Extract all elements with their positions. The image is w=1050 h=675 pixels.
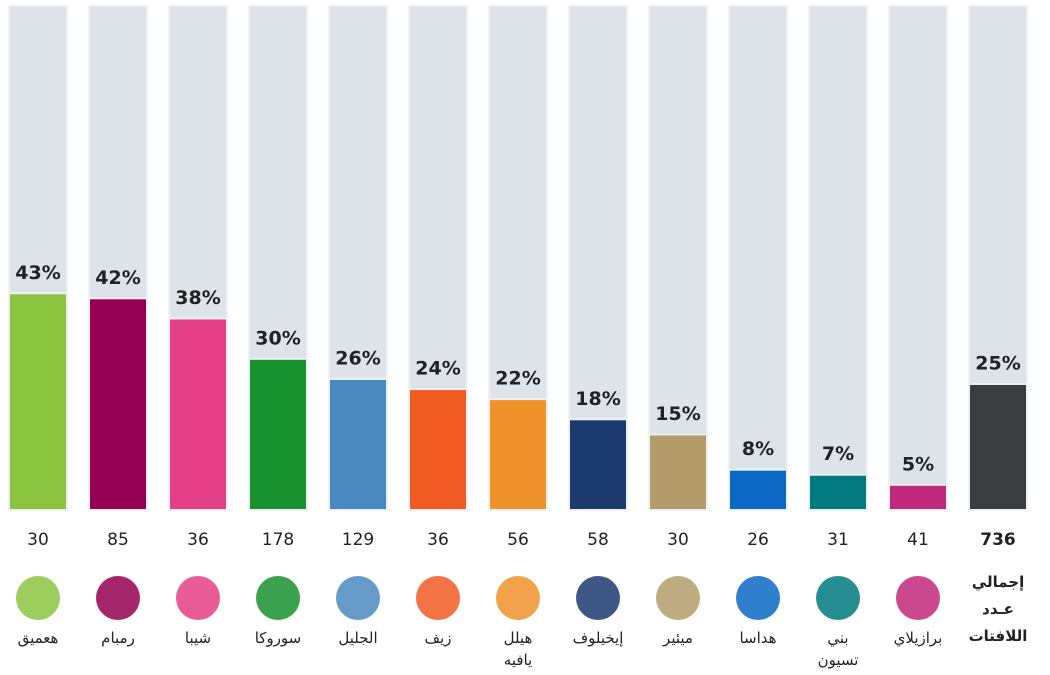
count-label: 85 [107,530,129,550]
count-label: 41 [907,530,929,550]
category-label: رمبام [101,629,135,647]
value-label: 30% [255,327,300,349]
count-label: 30 [667,530,689,550]
category-label: الجليل [338,629,377,647]
count-label: 36 [187,530,209,550]
bar [8,292,68,511]
bar [168,317,228,512]
value-label: 24% [415,358,460,380]
value-label: 38% [175,287,220,309]
category-label: إجمالي عـدد اللافتات [969,573,1028,645]
value-label: 42% [95,267,140,289]
count-label: 736 [980,530,1016,550]
logo [416,576,460,620]
value-label: 25% [975,353,1020,375]
category-label: هيلل يافيه [504,629,533,669]
logo [96,576,140,620]
count-label: 31 [827,530,849,550]
logo [176,576,220,620]
bar-background [728,5,788,511]
count-label: 178 [262,530,294,550]
bar [728,468,788,511]
bar [808,473,868,511]
logo [816,576,860,620]
count-label: 58 [587,530,609,550]
logo [256,576,300,620]
value-label: 18% [575,388,620,410]
category-label: شيبا [185,629,211,647]
value-label: 5% [902,453,934,475]
category-label: هداسا [739,629,776,647]
category-label: سوروكا [255,629,302,647]
category-label: إيخيلوف [573,629,624,647]
count-label: 36 [427,530,449,550]
logo [496,576,540,620]
value-label: 43% [15,262,60,284]
logo [736,576,780,620]
category-label: ميئير [662,629,693,647]
logo [16,576,60,620]
bar [888,483,948,511]
logo [576,576,620,620]
value-label: 8% [742,438,774,460]
bar [328,377,388,511]
category-label: بني تسيون [818,629,859,669]
logo [336,576,380,620]
logo [896,576,940,620]
count-label: 26 [747,530,769,550]
value-label: 7% [822,443,854,465]
count-label: 30 [27,530,49,550]
count-label: 129 [342,530,374,550]
value-label: 22% [495,368,540,390]
bar-background [888,5,948,511]
category-label: زيف [425,629,452,647]
logo [656,576,700,620]
bar [568,418,628,511]
count-label: 56 [507,530,529,550]
bar [968,383,1028,511]
bar [488,398,548,511]
value-label: 26% [335,347,380,369]
bar [88,297,148,511]
value-label: 15% [655,403,700,425]
bar [648,433,708,511]
category-label: برازيلاي [894,629,943,648]
category-label: هعميق [18,629,59,647]
bar [408,388,468,512]
bar-background [808,5,868,511]
bar [248,357,308,511]
